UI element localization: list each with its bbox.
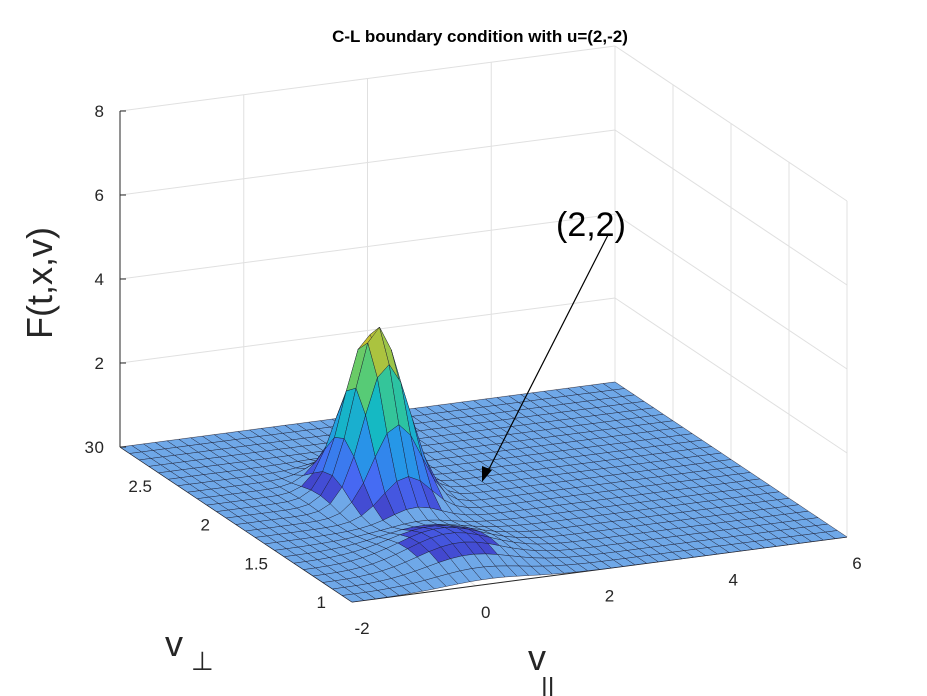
annotation-arrow-line <box>486 234 609 474</box>
x-tick-label: 4 <box>729 570 738 589</box>
y-tick-label: 2 <box>201 516 210 535</box>
grid-line <box>614 45 848 202</box>
grid-line <box>119 129 616 196</box>
z-tick-label: 0 <box>95 438 104 457</box>
z-tick-label: 6 <box>95 186 104 205</box>
y-tick-label: 1 <box>317 593 326 612</box>
x-axis-label: v || <box>528 637 555 696</box>
y-tick-label: 2.5 <box>128 477 152 496</box>
svg-text:||: || <box>541 672 555 696</box>
grid-line <box>119 297 616 364</box>
x-tick-label: 2 <box>605 587 614 606</box>
grid-line <box>614 129 848 286</box>
y-axis-label: v ⊥ <box>165 623 214 676</box>
x-tick-label: 6 <box>852 554 861 573</box>
y-tick-label: 3 <box>85 438 94 457</box>
svg-text:v: v <box>165 623 183 664</box>
x-tick-label: -2 <box>354 619 369 638</box>
grid-line <box>119 45 616 112</box>
y-tick-label: 1.5 <box>244 554 268 573</box>
svg-text:v: v <box>528 637 546 678</box>
grid-line <box>119 213 616 280</box>
z-tick-label: 4 <box>95 270 104 289</box>
annotation-arrowhead <box>482 466 492 482</box>
surface-mesh <box>119 326 848 603</box>
annotation: (2,2) <box>482 206 626 482</box>
chart-title: C-L boundary condition with u=(2,-2) <box>332 27 628 46</box>
axis-ticks: 0 2 4 6 8 1 1.5 2 2.5 3 -2 0 2 4 6 <box>85 102 862 638</box>
annotation-label: (2,2) <box>556 206 626 244</box>
grid-line <box>614 213 848 370</box>
grid-line <box>614 297 848 454</box>
z-axis-label: F(t,x,v) <box>19 227 60 339</box>
z-tick-label: 2 <box>95 354 104 373</box>
surface-patch <box>824 530 848 539</box>
x-tick-label: 0 <box>481 603 490 622</box>
z-tick-label: 8 <box>95 102 104 121</box>
svg-text:⊥: ⊥ <box>191 646 214 676</box>
